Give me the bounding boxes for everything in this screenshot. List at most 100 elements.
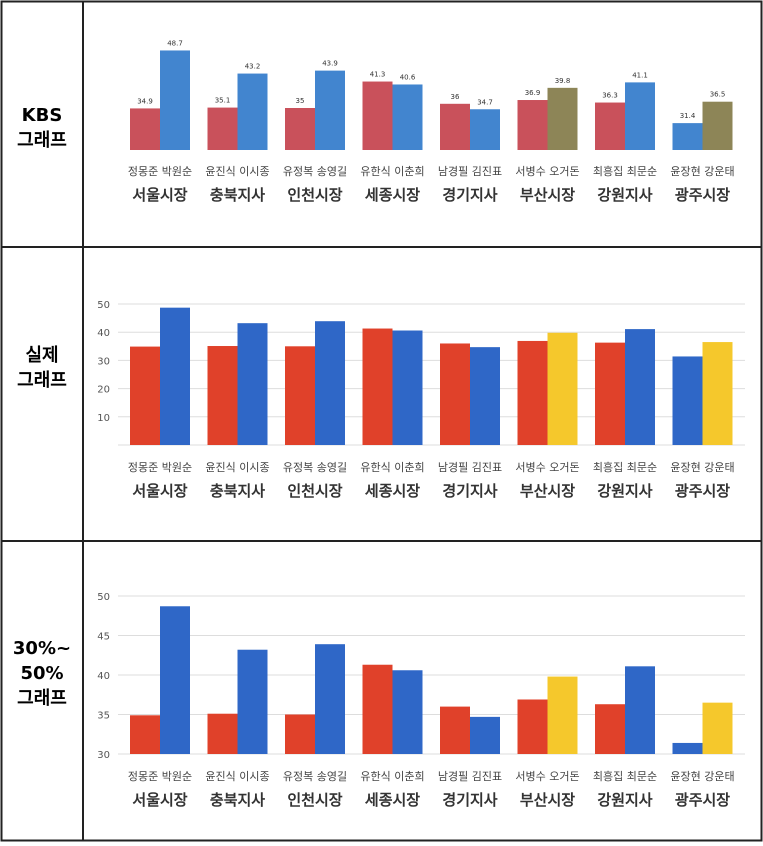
- bar: [517, 699, 548, 754]
- candidate-names-label: 유정복 송영길: [283, 461, 347, 474]
- bar: [595, 342, 625, 445]
- y-tick-label: 10: [97, 413, 110, 424]
- candidate-names-label: 최흥집 최문순: [593, 164, 657, 178]
- panel-label-line: 그래프: [17, 130, 67, 151]
- y-tick-label: 40: [97, 328, 110, 339]
- region-label: 세종시장: [365, 482, 420, 500]
- region-label: 경기지사: [442, 791, 497, 809]
- bar-value-label: 36: [451, 93, 460, 101]
- bar: [470, 109, 500, 150]
- region-label: 서울시장: [132, 186, 187, 204]
- bar: [470, 347, 500, 445]
- region-label: 서울시장: [132, 482, 187, 500]
- region-label: 인천시장: [287, 791, 342, 809]
- bar: [237, 323, 268, 445]
- region-label: 강원지사: [597, 482, 652, 500]
- bar: [547, 87, 578, 150]
- region-label: 광주시장: [675, 791, 730, 809]
- bar-value-label: 31.4: [680, 112, 696, 120]
- region-label: 충북지사: [210, 482, 265, 500]
- bar: [207, 107, 238, 150]
- bar: [547, 676, 578, 754]
- bar: [517, 100, 548, 150]
- bar: [362, 81, 393, 150]
- candidate-names-label: 남경필 김진표: [438, 770, 502, 783]
- bar: [517, 340, 548, 445]
- bar-value-label: 41.3: [370, 71, 386, 79]
- y-tick-label: 50: [97, 592, 110, 603]
- bar: [392, 84, 423, 150]
- bar: [285, 714, 315, 754]
- bar: [315, 321, 345, 445]
- region-label: 인천시장: [287, 186, 342, 204]
- candidate-names-label: 윤장현 강운태: [670, 461, 734, 474]
- bar: [237, 649, 268, 754]
- region-label: 경기지사: [442, 186, 497, 204]
- candidate-names-label: 유한식 이춘희: [360, 770, 424, 783]
- bar: [130, 346, 160, 445]
- bar: [547, 332, 578, 445]
- region-label: 인천시장: [287, 482, 342, 500]
- bar: [392, 670, 423, 754]
- panel-label-range: 30%~ 50% 그래프: [13, 638, 71, 709]
- bar-value-label: 39.8: [555, 77, 571, 85]
- candidate-names-label: 서병수 오거돈: [515, 461, 579, 474]
- bar: [207, 346, 238, 445]
- bar: [702, 101, 733, 150]
- panel-label-actual: 실제 그래프: [17, 345, 67, 391]
- bar: [315, 644, 345, 754]
- region-label: 강원지사: [597, 186, 652, 204]
- candidate-names-label: 남경필 김진표: [438, 461, 502, 474]
- bar-value-label: 48.7: [167, 39, 183, 47]
- panel-label-line: 실제: [25, 345, 58, 366]
- bar-value-label: 41.1: [632, 71, 648, 79]
- bar: [625, 82, 655, 150]
- bar-value-label: 43.2: [245, 63, 261, 71]
- y-tick-label: 30: [97, 356, 110, 367]
- bar: [130, 108, 160, 150]
- bar-value-label: 36.3: [602, 92, 618, 100]
- y-tick-label: 50: [97, 300, 110, 311]
- candidate-names-label: 서병수 오거돈: [515, 770, 579, 783]
- candidate-names-label: 남경필 김진표: [438, 165, 502, 178]
- bar: [440, 343, 470, 445]
- region-label: 강원지사: [597, 791, 652, 809]
- y-tick-label: 40: [97, 671, 110, 682]
- bar: [207, 713, 238, 754]
- bar-value-label: 43.9: [322, 60, 338, 68]
- bar: [160, 307, 190, 445]
- bar: [702, 342, 733, 445]
- region-label: 세종시장: [365, 186, 420, 204]
- bar: [160, 606, 190, 754]
- bar: [470, 716, 500, 754]
- bar-value-label: 36.9: [525, 89, 541, 97]
- bar: [130, 715, 160, 754]
- candidate-names-label: 윤장현 강운태: [670, 770, 734, 783]
- region-label: 광주시장: [675, 482, 730, 500]
- y-tick-label: 35: [97, 711, 110, 722]
- candidate-names-label: 정몽준 박원순: [128, 165, 192, 178]
- bar: [672, 742, 703, 754]
- bar: [362, 328, 393, 445]
- candidate-names-label: 정몽준 박원순: [128, 770, 192, 783]
- panel-label-kbs: KBS 그래프: [17, 105, 67, 151]
- bar: [285, 346, 315, 445]
- region-label: 서울시장: [132, 791, 187, 809]
- candidate-names-label: 윤장현 강운태: [670, 165, 734, 178]
- bar-value-label: 34.9: [137, 97, 153, 105]
- region-label: 부산시장: [520, 791, 575, 809]
- region-label: 경기지사: [442, 482, 497, 500]
- y-tick-label: 20: [97, 385, 110, 396]
- candidate-names-label: 최흥집 최문순: [593, 769, 657, 783]
- bar: [595, 704, 625, 754]
- region-label: 광주시장: [675, 186, 730, 204]
- bar-value-label: 40.6: [400, 73, 416, 81]
- bar-value-label: 34.7: [477, 98, 493, 106]
- panel-label-line: 그래프: [17, 688, 67, 709]
- region-label: 충북지사: [210, 186, 265, 204]
